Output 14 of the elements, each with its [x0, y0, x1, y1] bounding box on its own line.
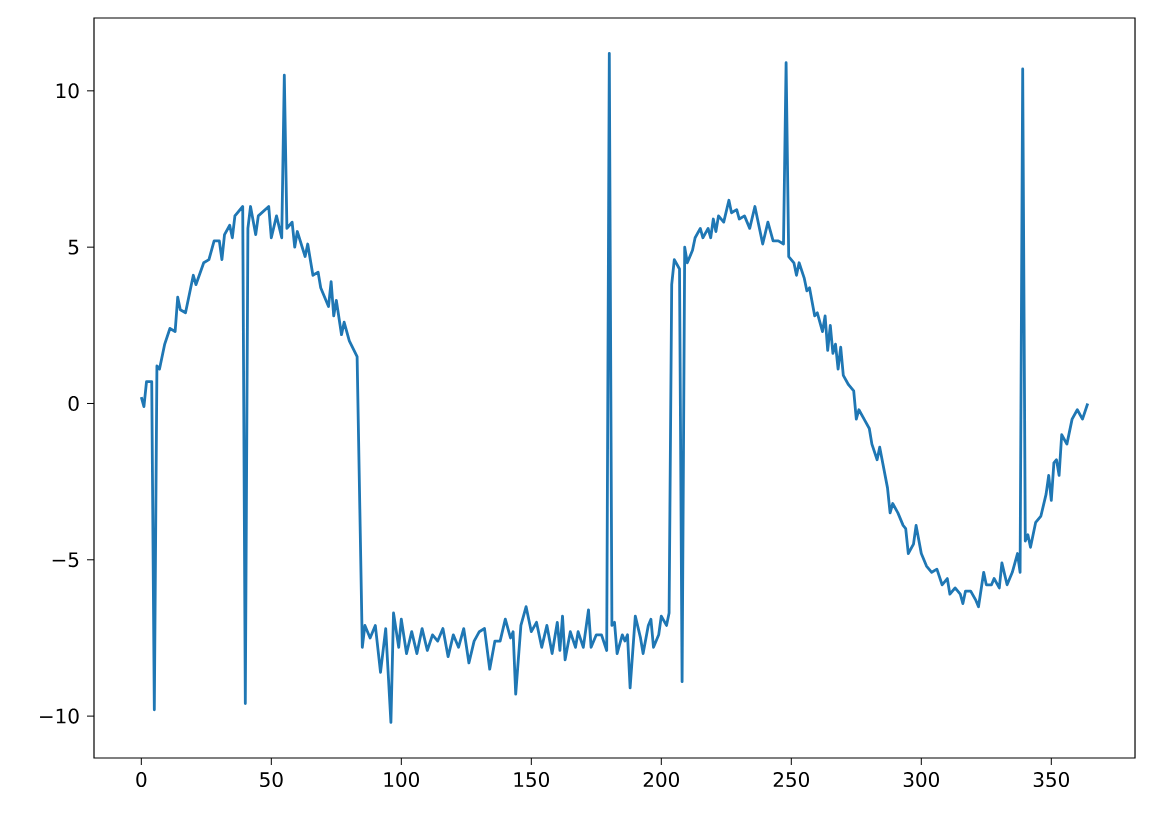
- y-tick-label: −5: [52, 552, 79, 568]
- x-tick-label: 250: [773, 772, 810, 788]
- x-tick-label: 50: [260, 772, 283, 788]
- y-tick-label: 5: [68, 239, 79, 255]
- x-tick-label: 100: [384, 772, 420, 788]
- x-tick-label: 300: [903, 772, 939, 788]
- x-tick-label: 350: [1033, 772, 1069, 788]
- y-tick-label: −10: [40, 708, 79, 724]
- line-series: [139, 51, 1090, 724]
- y-tick-label: 10: [56, 83, 79, 99]
- x-tick-label: 150: [514, 772, 550, 788]
- x-tick-label: 0: [136, 772, 147, 788]
- x-tick-label: 200: [643, 772, 680, 788]
- y-tick-label: 0: [68, 395, 79, 412]
